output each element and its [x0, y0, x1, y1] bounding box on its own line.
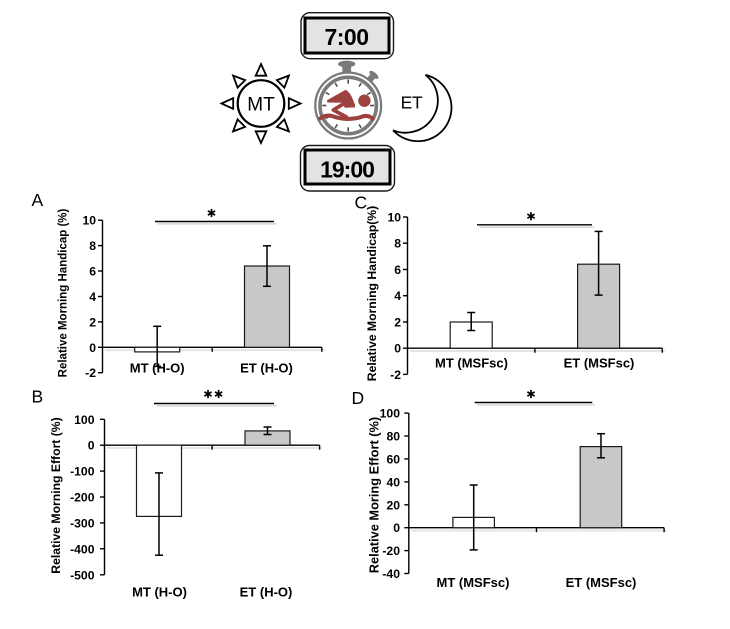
- svg-text:C: C: [355, 193, 368, 213]
- svg-text:6: 6: [394, 263, 401, 277]
- svg-text:MT (H-O): MT (H-O): [130, 361, 185, 376]
- svg-text:-2: -2: [85, 366, 96, 380]
- svg-text:6: 6: [89, 265, 96, 279]
- svg-text:ET (MSFsc): ET (MSFsc): [566, 575, 637, 590]
- svg-text:-100: -100: [70, 465, 95, 479]
- svg-text:A: A: [32, 190, 44, 210]
- svg-text:ET (H-O): ET (H-O): [240, 361, 293, 376]
- svg-text:0: 0: [89, 341, 96, 355]
- svg-text:19:00: 19:00: [320, 157, 374, 183]
- svg-text:0: 0: [88, 439, 95, 453]
- svg-text:20: 20: [386, 498, 400, 512]
- svg-text:4: 4: [89, 290, 96, 304]
- svg-text:0: 0: [394, 342, 401, 356]
- svg-text:MT (H-O): MT (H-O): [132, 585, 187, 600]
- svg-text:4: 4: [394, 289, 401, 303]
- svg-text:2: 2: [89, 315, 96, 329]
- svg-text:-2: -2: [390, 368, 401, 382]
- svg-text:-40: -40: [382, 567, 400, 581]
- svg-text:Relative Moring Effort (%): Relative Moring Effort (%): [367, 417, 382, 573]
- svg-text:40: 40: [386, 475, 400, 489]
- svg-text:2: 2: [394, 316, 401, 330]
- svg-text:10: 10: [82, 214, 96, 228]
- svg-text:MT (MSFsc): MT (MSFsc): [435, 356, 508, 371]
- svg-text:8: 8: [394, 237, 401, 251]
- svg-text:7:00: 7:00: [324, 24, 368, 50]
- svg-text:ET: ET: [401, 93, 423, 113]
- svg-text:D: D: [352, 388, 365, 408]
- svg-text:10: 10: [387, 211, 401, 225]
- svg-text:ET (MSFsc): ET (MSFsc): [564, 356, 635, 371]
- svg-text:80: 80: [386, 430, 400, 444]
- svg-text:Relative Morning Effort (%): Relative Morning Effort (%): [49, 417, 63, 573]
- svg-text:MT (MSFsc): MT (MSFsc): [437, 575, 510, 590]
- svg-text:Relative Morning Handicap(%): Relative Morning Handicap(%): [365, 206, 379, 381]
- svg-text:MT: MT: [247, 95, 275, 116]
- svg-text:Relative Morning Handicap (%): Relative Morning Handicap (%): [58, 208, 70, 377]
- svg-text:ET (H-O): ET (H-O): [240, 585, 293, 600]
- svg-text:-500: -500: [70, 568, 95, 582]
- svg-text:-300: -300: [70, 516, 95, 530]
- svg-text:0: 0: [393, 521, 400, 535]
- svg-text:100: 100: [380, 407, 401, 421]
- svg-text:-400: -400: [70, 542, 95, 556]
- svg-text:100: 100: [74, 413, 95, 427]
- svg-text:8: 8: [89, 239, 96, 253]
- svg-text:-200: -200: [70, 491, 95, 505]
- svg-text:-20: -20: [382, 544, 400, 558]
- svg-text:60: 60: [386, 452, 400, 466]
- svg-text:B: B: [32, 387, 44, 407]
